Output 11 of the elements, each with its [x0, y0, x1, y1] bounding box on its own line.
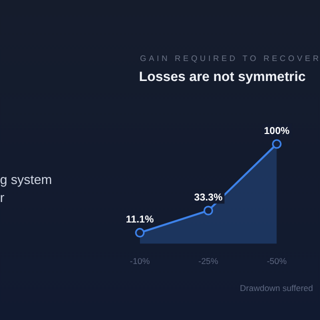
chart-title: Losses are not symmetric [139, 69, 306, 84]
text: r [0, 190, 4, 205]
x-tick-label: -25% [198, 256, 219, 266]
text: g system [0, 172, 52, 187]
chart-subtitle: GAIN REQUIRED TO RECOVER [140, 54, 320, 63]
data-label: 100% [264, 126, 290, 137]
data-label: 11.1% [126, 214, 154, 226]
x-tick-label: -10% [130, 256, 150, 266]
data-label: 33.3% [194, 192, 223, 204]
x-tick-label: -50% [266, 256, 288, 266]
x-axis-title: Drawdown suffered [240, 283, 313, 293]
